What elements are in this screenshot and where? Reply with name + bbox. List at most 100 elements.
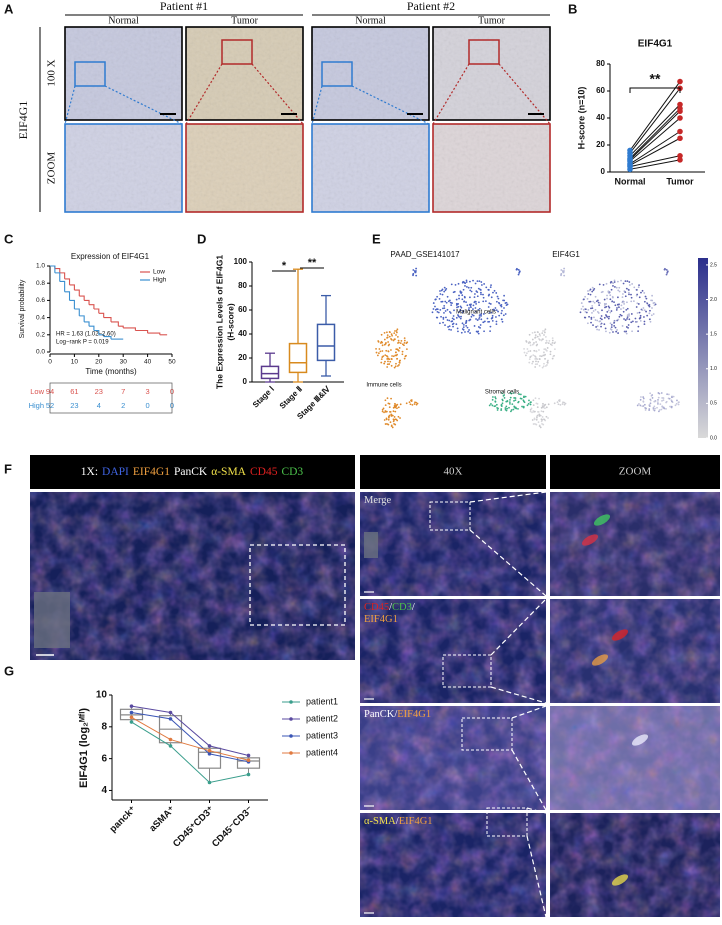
umap-cell bbox=[643, 316, 645, 318]
umap-cell bbox=[651, 394, 654, 396]
y-tick-label: 1.0 bbox=[36, 263, 45, 270]
umap-cell bbox=[397, 406, 400, 409]
umap-cell bbox=[616, 329, 618, 331]
umap-cell bbox=[380, 358, 383, 360]
row-label-part: / bbox=[389, 602, 392, 613]
umap-cell bbox=[500, 405, 503, 408]
umap-cell bbox=[400, 339, 403, 342]
umap-cell bbox=[526, 352, 528, 355]
umap-cell bbox=[553, 348, 556, 351]
umap-cell bbox=[395, 330, 398, 332]
umap-cell bbox=[534, 336, 537, 339]
umap-cell bbox=[390, 358, 393, 360]
umap-cell bbox=[500, 312, 503, 315]
umap-cell bbox=[377, 341, 380, 343]
pair-line bbox=[629, 81, 681, 151]
point bbox=[129, 720, 134, 724]
survival-step bbox=[123, 327, 136, 331]
umap-cell bbox=[615, 309, 618, 311]
survival-step bbox=[103, 335, 112, 340]
umap-cell bbox=[580, 308, 583, 310]
point bbox=[246, 753, 251, 758]
umap-cell bbox=[471, 313, 474, 316]
umap-cell bbox=[458, 294, 460, 297]
survival-step bbox=[59, 280, 66, 292]
patient-label: Patient #2 bbox=[407, 0, 455, 13]
umap-cell bbox=[544, 365, 547, 367]
umap-cell bbox=[383, 411, 385, 414]
y-tick-label: 0.6 bbox=[36, 297, 45, 304]
umap-cell bbox=[648, 409, 651, 412]
umap-cell bbox=[404, 355, 407, 358]
umap-cell bbox=[609, 322, 612, 325]
umap-cell bbox=[590, 318, 593, 320]
umap-cell bbox=[399, 359, 401, 362]
umap-cell bbox=[546, 347, 549, 349]
umap-cell bbox=[635, 294, 638, 297]
umap-cell bbox=[482, 293, 484, 296]
zoom-box bbox=[461, 717, 513, 751]
umap-cell bbox=[390, 364, 393, 367]
panel-letter: E bbox=[372, 231, 381, 246]
umap-cell bbox=[620, 314, 623, 317]
survival-step bbox=[50, 265, 56, 273]
zoom-line bbox=[469, 529, 547, 597]
umap-cell bbox=[593, 301, 596, 304]
umap-cell bbox=[469, 289, 472, 292]
umap-cell bbox=[511, 403, 514, 405]
channel: EIF4G1 bbox=[133, 466, 170, 478]
x-tick-label: Tumor bbox=[666, 176, 694, 186]
umap-cell bbox=[501, 402, 504, 405]
umap-cell bbox=[495, 292, 498, 294]
legend-label: patient1 bbox=[306, 696, 338, 706]
umap-cell bbox=[397, 339, 400, 342]
umap-cell bbox=[538, 397, 540, 400]
umap-cell bbox=[390, 414, 393, 417]
umap-cell bbox=[596, 299, 599, 302]
umap-cell bbox=[384, 410, 387, 412]
umap-cell bbox=[480, 318, 483, 321]
umap-cell bbox=[392, 420, 395, 423]
umap-cell bbox=[462, 310, 465, 312]
umap-cell bbox=[375, 351, 378, 354]
umap-cell bbox=[467, 330, 470, 333]
umap-cell bbox=[626, 301, 628, 304]
umap-cell bbox=[498, 302, 501, 305]
umap-cell bbox=[381, 350, 384, 352]
umap-cell bbox=[438, 297, 441, 300]
dot bbox=[627, 147, 633, 154]
umap-cell bbox=[626, 314, 629, 317]
umap-cell bbox=[500, 409, 503, 412]
umap-cell bbox=[627, 289, 630, 291]
umap-cell bbox=[384, 399, 387, 402]
umap-cell bbox=[495, 320, 498, 323]
umap-cell bbox=[615, 330, 618, 333]
umap-cell bbox=[403, 341, 406, 344]
umap-cell bbox=[558, 399, 561, 401]
umap-cell bbox=[384, 404, 387, 407]
y-tick-label: 10 bbox=[96, 690, 108, 701]
umap-cell bbox=[641, 289, 644, 292]
umap-cell bbox=[626, 307, 629, 310]
umap-cell bbox=[543, 334, 545, 336]
umap-cell bbox=[529, 403, 532, 406]
dot bbox=[677, 105, 683, 112]
column-title: ZOOM bbox=[619, 466, 652, 478]
umap-cell bbox=[446, 308, 449, 311]
umap-cell bbox=[588, 300, 591, 303]
umap-cell bbox=[563, 274, 566, 277]
umap-cell bbox=[487, 289, 490, 291]
umap-cell bbox=[451, 320, 454, 323]
umap-cell bbox=[478, 307, 481, 310]
dot bbox=[677, 157, 683, 163]
image-texture bbox=[360, 706, 546, 810]
umap-cell bbox=[472, 308, 474, 310]
umap-cell bbox=[592, 289, 595, 292]
signal bbox=[581, 534, 599, 546]
umap-cell bbox=[496, 295, 499, 298]
x-tick-label: Stage Ⅰ bbox=[251, 385, 276, 410]
umap-cell bbox=[503, 299, 506, 302]
umap-cell bbox=[476, 319, 479, 321]
umap-cell bbox=[393, 338, 396, 341]
umap-cell bbox=[536, 335, 539, 338]
